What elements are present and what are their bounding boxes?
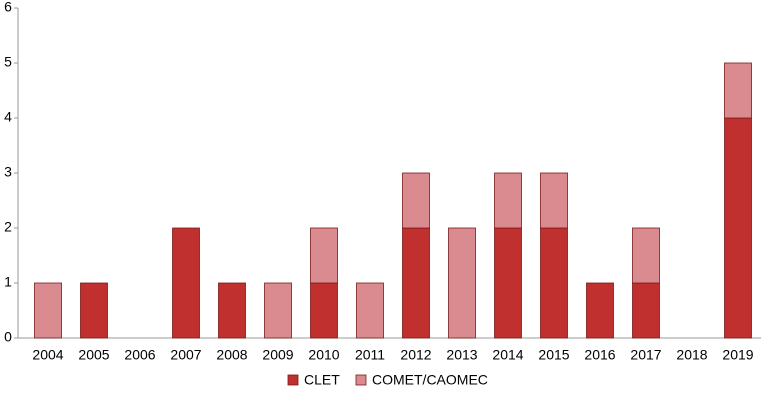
x-tick-label: 2004 xyxy=(32,347,63,363)
x-tick-label: 2018 xyxy=(676,347,707,363)
bar-segment xyxy=(632,227,660,284)
x-tick-label: 2007 xyxy=(170,347,201,363)
legend-swatch xyxy=(287,374,299,386)
y-tick-label: 2 xyxy=(4,219,12,235)
bar-segment xyxy=(80,282,108,339)
x-tick-label: 2016 xyxy=(584,347,615,363)
bar-segment xyxy=(724,62,752,119)
x-tick-label: 2017 xyxy=(630,347,661,363)
bar-segment xyxy=(586,282,614,339)
legend-label: COMET/CAOMEC xyxy=(372,372,488,388)
x-tick-label: 2006 xyxy=(124,347,155,363)
bar-segment xyxy=(172,227,200,339)
x-tick-label: 2012 xyxy=(400,347,431,363)
bar-segment xyxy=(264,282,292,339)
y-tick-label: 6 xyxy=(4,0,12,15)
bar-segment xyxy=(494,227,522,339)
bar-segment xyxy=(448,227,476,339)
y-tick-label: 4 xyxy=(4,109,12,125)
bar-segment xyxy=(218,282,246,339)
y-tick-label: 1 xyxy=(4,274,12,290)
bar-segment xyxy=(402,227,430,339)
x-tick-label: 2013 xyxy=(446,347,477,363)
legend-swatch xyxy=(355,374,367,386)
bar-segment xyxy=(540,227,568,339)
y-tick-label: 3 xyxy=(4,164,12,180)
y-tick-label: 0 xyxy=(4,329,12,345)
bar-segment xyxy=(540,172,568,229)
legend-label: CLET xyxy=(304,372,340,388)
bar-segment xyxy=(494,172,522,229)
bar-segment xyxy=(724,117,752,339)
bar-segment xyxy=(632,282,660,339)
x-tick-label: 2005 xyxy=(78,347,109,363)
x-tick-label: 2009 xyxy=(262,347,293,363)
x-tick-label: 2015 xyxy=(538,347,569,363)
bar-segment xyxy=(356,282,384,339)
x-tick-label: 2011 xyxy=(355,347,385,363)
x-tick-label: 2014 xyxy=(492,347,523,363)
x-tick-label: 2019 xyxy=(722,347,753,363)
bar-segment xyxy=(34,282,62,339)
bar-segment xyxy=(310,227,338,284)
y-tick-label: 5 xyxy=(4,54,12,70)
bar-segment xyxy=(402,172,430,229)
x-tick-label: 2008 xyxy=(216,347,247,363)
x-tick-label: 2010 xyxy=(308,347,339,363)
bar-segment xyxy=(310,282,338,339)
